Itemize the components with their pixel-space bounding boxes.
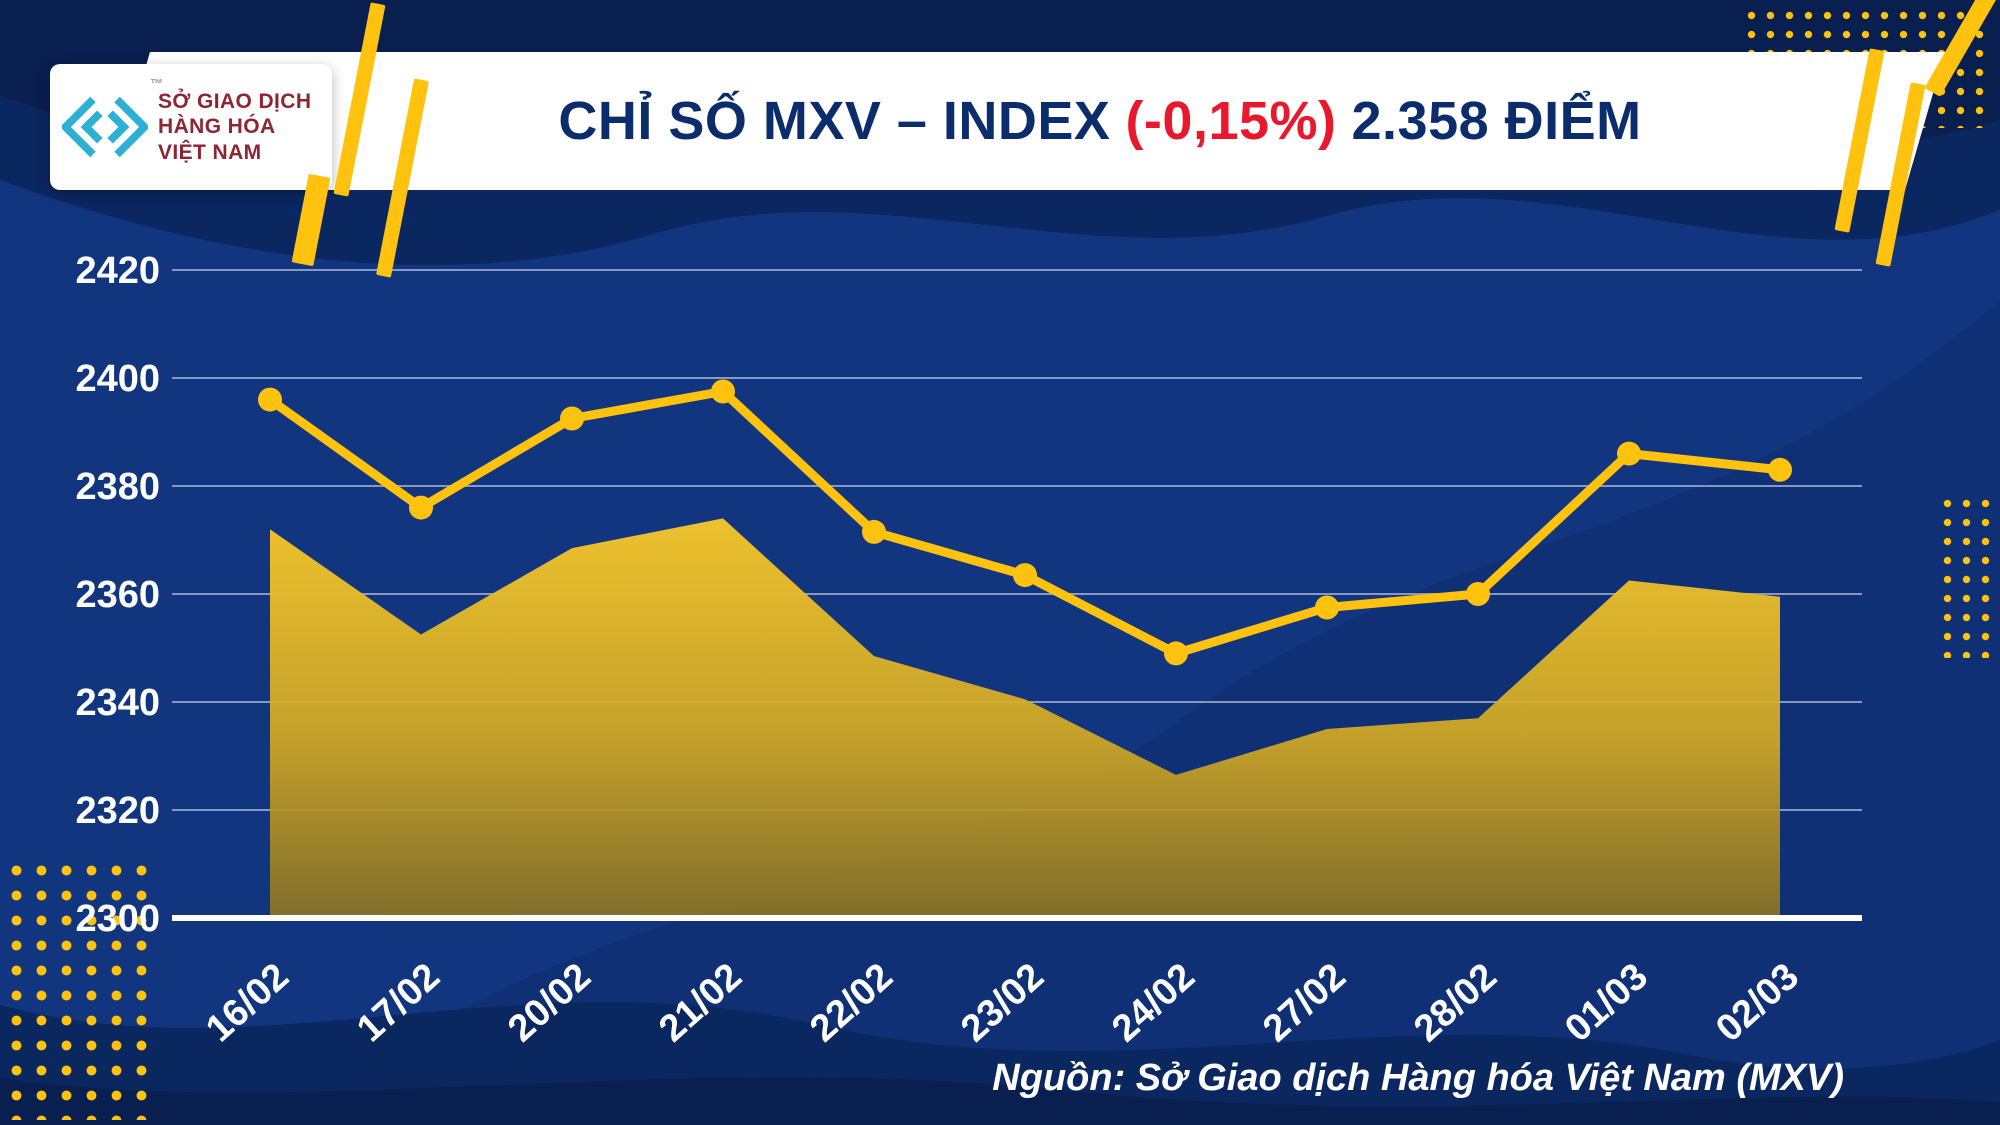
x-axis-tick-label: 02/03 [1708,955,1807,1050]
mxv-logo-text: SỞ GIAO DỊCH HÀNG HÓA VIỆT NAM [158,89,311,166]
y-axis-tick-label: 2340 [75,682,160,724]
title-main: CHỈ SỐ MXV – INDEX [558,91,1111,151]
trademark-symbol: ™ [150,76,163,91]
y-axis-tick-label: 2420 [75,250,160,292]
x-axis-tick-label: 27/02 [1255,955,1354,1050]
x-axis-tick-label: 20/02 [500,955,599,1050]
dots-pattern-right-edge [1938,494,1996,658]
data-point-marker [1466,582,1490,606]
data-point-marker [1768,457,1792,482]
title-index-value: 2.358 ĐIỂM [1351,91,1642,151]
logo-text-line3: VIỆT NAM [158,140,262,164]
wave-bottom-inner [0,1077,2000,1125]
title-change-percent: (-0,15%) [1125,91,1337,151]
chart-title: CHỈ SỐ MXV – INDEX (-0,15%) 2.358 ĐIỂM [300,52,1900,190]
data-point-marker [409,495,433,520]
x-axis-tick-label: 01/03 [1557,955,1656,1050]
source-note: Nguồn: Sở Giao dịch Hàng hóa Việt Nam (M… [992,1057,1844,1099]
data-point-marker [258,387,282,412]
data-point-marker [1617,441,1641,466]
data-point-marker [560,406,584,431]
y-axis-tick-label: 2320 [75,790,160,832]
data-point-marker [1164,641,1188,666]
y-axis-tick-label: 2380 [75,466,160,508]
x-axis-tick-label: 28/02 [1406,955,1505,1050]
data-point-marker [862,519,886,544]
dots-pattern-bottom-left [4,858,156,1120]
x-axis-tick-label: 22/02 [802,955,901,1050]
x-axis-tick-label: 23/02 [953,955,1052,1050]
x-axis-tick-label: 21/02 [651,955,750,1050]
area-series [270,518,1780,918]
y-axis-tick-label: 2360 [75,574,160,616]
x-axis-tick-label: 24/02 [1104,955,1203,1050]
y-axis-tick-label: 2400 [75,358,160,400]
y-axis-tick-label: 2300 [75,898,160,940]
data-point-marker [711,379,735,404]
data-point-marker [1013,563,1037,588]
logo-text-line2: HÀNG HÓA [158,115,276,139]
logo-text-line1: SỞ GIAO DỊCH [158,89,312,113]
mxv-logo-mark-icon [62,96,148,158]
data-point-marker [1315,595,1339,620]
mxv-logo: ™ SỞ GIAO DỊCH HÀNG HÓA VIỆT NAM [50,64,332,190]
x-axis-tick-label: 16/02 [198,955,297,1050]
x-axis-tick-label: 17/02 [349,955,448,1050]
